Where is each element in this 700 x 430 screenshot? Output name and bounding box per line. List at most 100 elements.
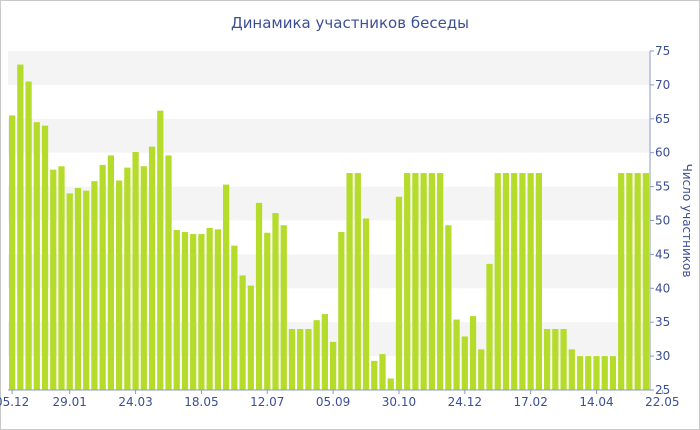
bar — [41, 125, 49, 390]
bar — [58, 166, 65, 390]
bar — [642, 173, 650, 390]
bar — [280, 225, 287, 390]
bar — [157, 110, 164, 390]
y-tick-label: 45 — [655, 247, 670, 261]
bar — [181, 232, 189, 390]
bar — [313, 320, 320, 390]
bar — [354, 173, 361, 390]
bar — [568, 349, 575, 390]
grid-band — [8, 186, 650, 221]
bar — [25, 81, 32, 390]
bar — [527, 173, 534, 390]
bar — [66, 193, 73, 390]
bar — [74, 187, 82, 390]
x-tick-label: 17.02 — [513, 395, 547, 409]
bar — [618, 173, 625, 390]
bar — [543, 328, 551, 390]
bar — [519, 173, 526, 390]
bar — [255, 202, 263, 390]
bar — [461, 336, 468, 390]
x-tick-label: 18.05 — [184, 395, 218, 409]
y-tick-label: 50 — [655, 214, 670, 228]
bar — [371, 360, 378, 390]
bar — [511, 173, 518, 390]
chart-title: Динамика участников беседы — [230, 14, 470, 32]
bar — [231, 245, 238, 390]
bar — [190, 234, 197, 390]
x-tick-label: 05.09 — [316, 395, 350, 409]
x-tick-label: 14.04 — [579, 395, 613, 409]
y-tick-label: 40 — [655, 281, 670, 295]
bar — [329, 341, 337, 390]
y-tick-label: 30 — [655, 349, 670, 363]
bar — [379, 354, 386, 390]
bar — [420, 173, 427, 390]
bar — [585, 356, 592, 390]
bar — [8, 115, 16, 390]
bar — [165, 155, 172, 390]
bar — [469, 316, 477, 390]
bar — [115, 180, 123, 390]
bar — [362, 218, 370, 390]
y-tick-label: 60 — [655, 146, 670, 160]
bar — [478, 349, 485, 390]
bar — [453, 319, 460, 390]
bar — [99, 164, 106, 390]
bar — [272, 213, 279, 390]
bar — [346, 173, 353, 390]
y-tick-label: 70 — [655, 78, 670, 92]
bar — [288, 328, 296, 390]
bar — [239, 275, 246, 390]
bar — [264, 232, 271, 390]
bar — [297, 328, 304, 390]
bar — [593, 356, 600, 390]
y-tick-label: 65 — [655, 112, 670, 126]
grid-band — [8, 51, 650, 85]
bar — [107, 155, 115, 390]
x-tick-label: 05.12 — [0, 395, 29, 409]
bar — [502, 173, 510, 390]
bar — [576, 356, 584, 390]
bar — [140, 166, 147, 390]
bar — [173, 229, 180, 390]
bar — [535, 173, 543, 390]
bar — [387, 378, 394, 390]
bar — [486, 263, 493, 390]
bar — [214, 229, 222, 390]
x-tick-label: 24.12 — [448, 395, 482, 409]
bar — [634, 173, 641, 390]
bar — [428, 173, 436, 390]
bar — [83, 190, 90, 390]
bar — [247, 285, 254, 390]
bar — [552, 328, 559, 390]
grid-band — [8, 254, 650, 289]
y-tick-label: 75 — [655, 44, 670, 58]
bar — [412, 173, 419, 390]
bar — [17, 64, 24, 390]
grid-band — [8, 322, 650, 357]
grid-band — [8, 118, 650, 153]
bar — [626, 173, 633, 390]
bar — [148, 146, 156, 390]
bar — [33, 122, 40, 390]
bar — [50, 169, 57, 390]
bar — [404, 173, 411, 390]
bar — [206, 227, 213, 390]
y-tick-label: 35 — [655, 315, 670, 329]
x-tick-label: 29.01 — [53, 395, 87, 409]
bar — [395, 196, 403, 390]
bar — [494, 173, 501, 390]
bar — [132, 152, 139, 390]
x-tick-label: 24.03 — [118, 395, 152, 409]
bar — [124, 167, 131, 390]
bar — [198, 234, 205, 390]
bar — [609, 356, 617, 390]
bar — [338, 232, 345, 390]
bar — [436, 173, 444, 390]
bar — [222, 184, 230, 390]
bar — [445, 225, 452, 390]
bar — [305, 328, 312, 390]
bar — [91, 181, 98, 390]
x-tick-label: 12.07 — [250, 395, 284, 409]
